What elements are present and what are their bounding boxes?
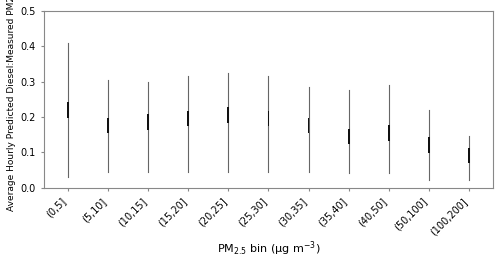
FancyBboxPatch shape xyxy=(348,129,350,144)
FancyBboxPatch shape xyxy=(428,137,430,153)
FancyBboxPatch shape xyxy=(107,118,109,134)
FancyBboxPatch shape xyxy=(228,107,229,123)
Y-axis label: Average Hourly Predicted Diesel:Measured PM2.5: Average Hourly Predicted Diesel:Measured… xyxy=(7,0,16,211)
FancyBboxPatch shape xyxy=(67,102,69,118)
FancyBboxPatch shape xyxy=(147,114,149,130)
X-axis label: PM$_{2.5}$ bin (µg m$^{-3}$): PM$_{2.5}$ bin (µg m$^{-3}$) xyxy=(216,240,320,258)
FancyBboxPatch shape xyxy=(268,111,270,126)
FancyBboxPatch shape xyxy=(188,111,189,126)
FancyBboxPatch shape xyxy=(468,148,470,164)
FancyBboxPatch shape xyxy=(388,125,390,140)
FancyBboxPatch shape xyxy=(308,118,310,134)
